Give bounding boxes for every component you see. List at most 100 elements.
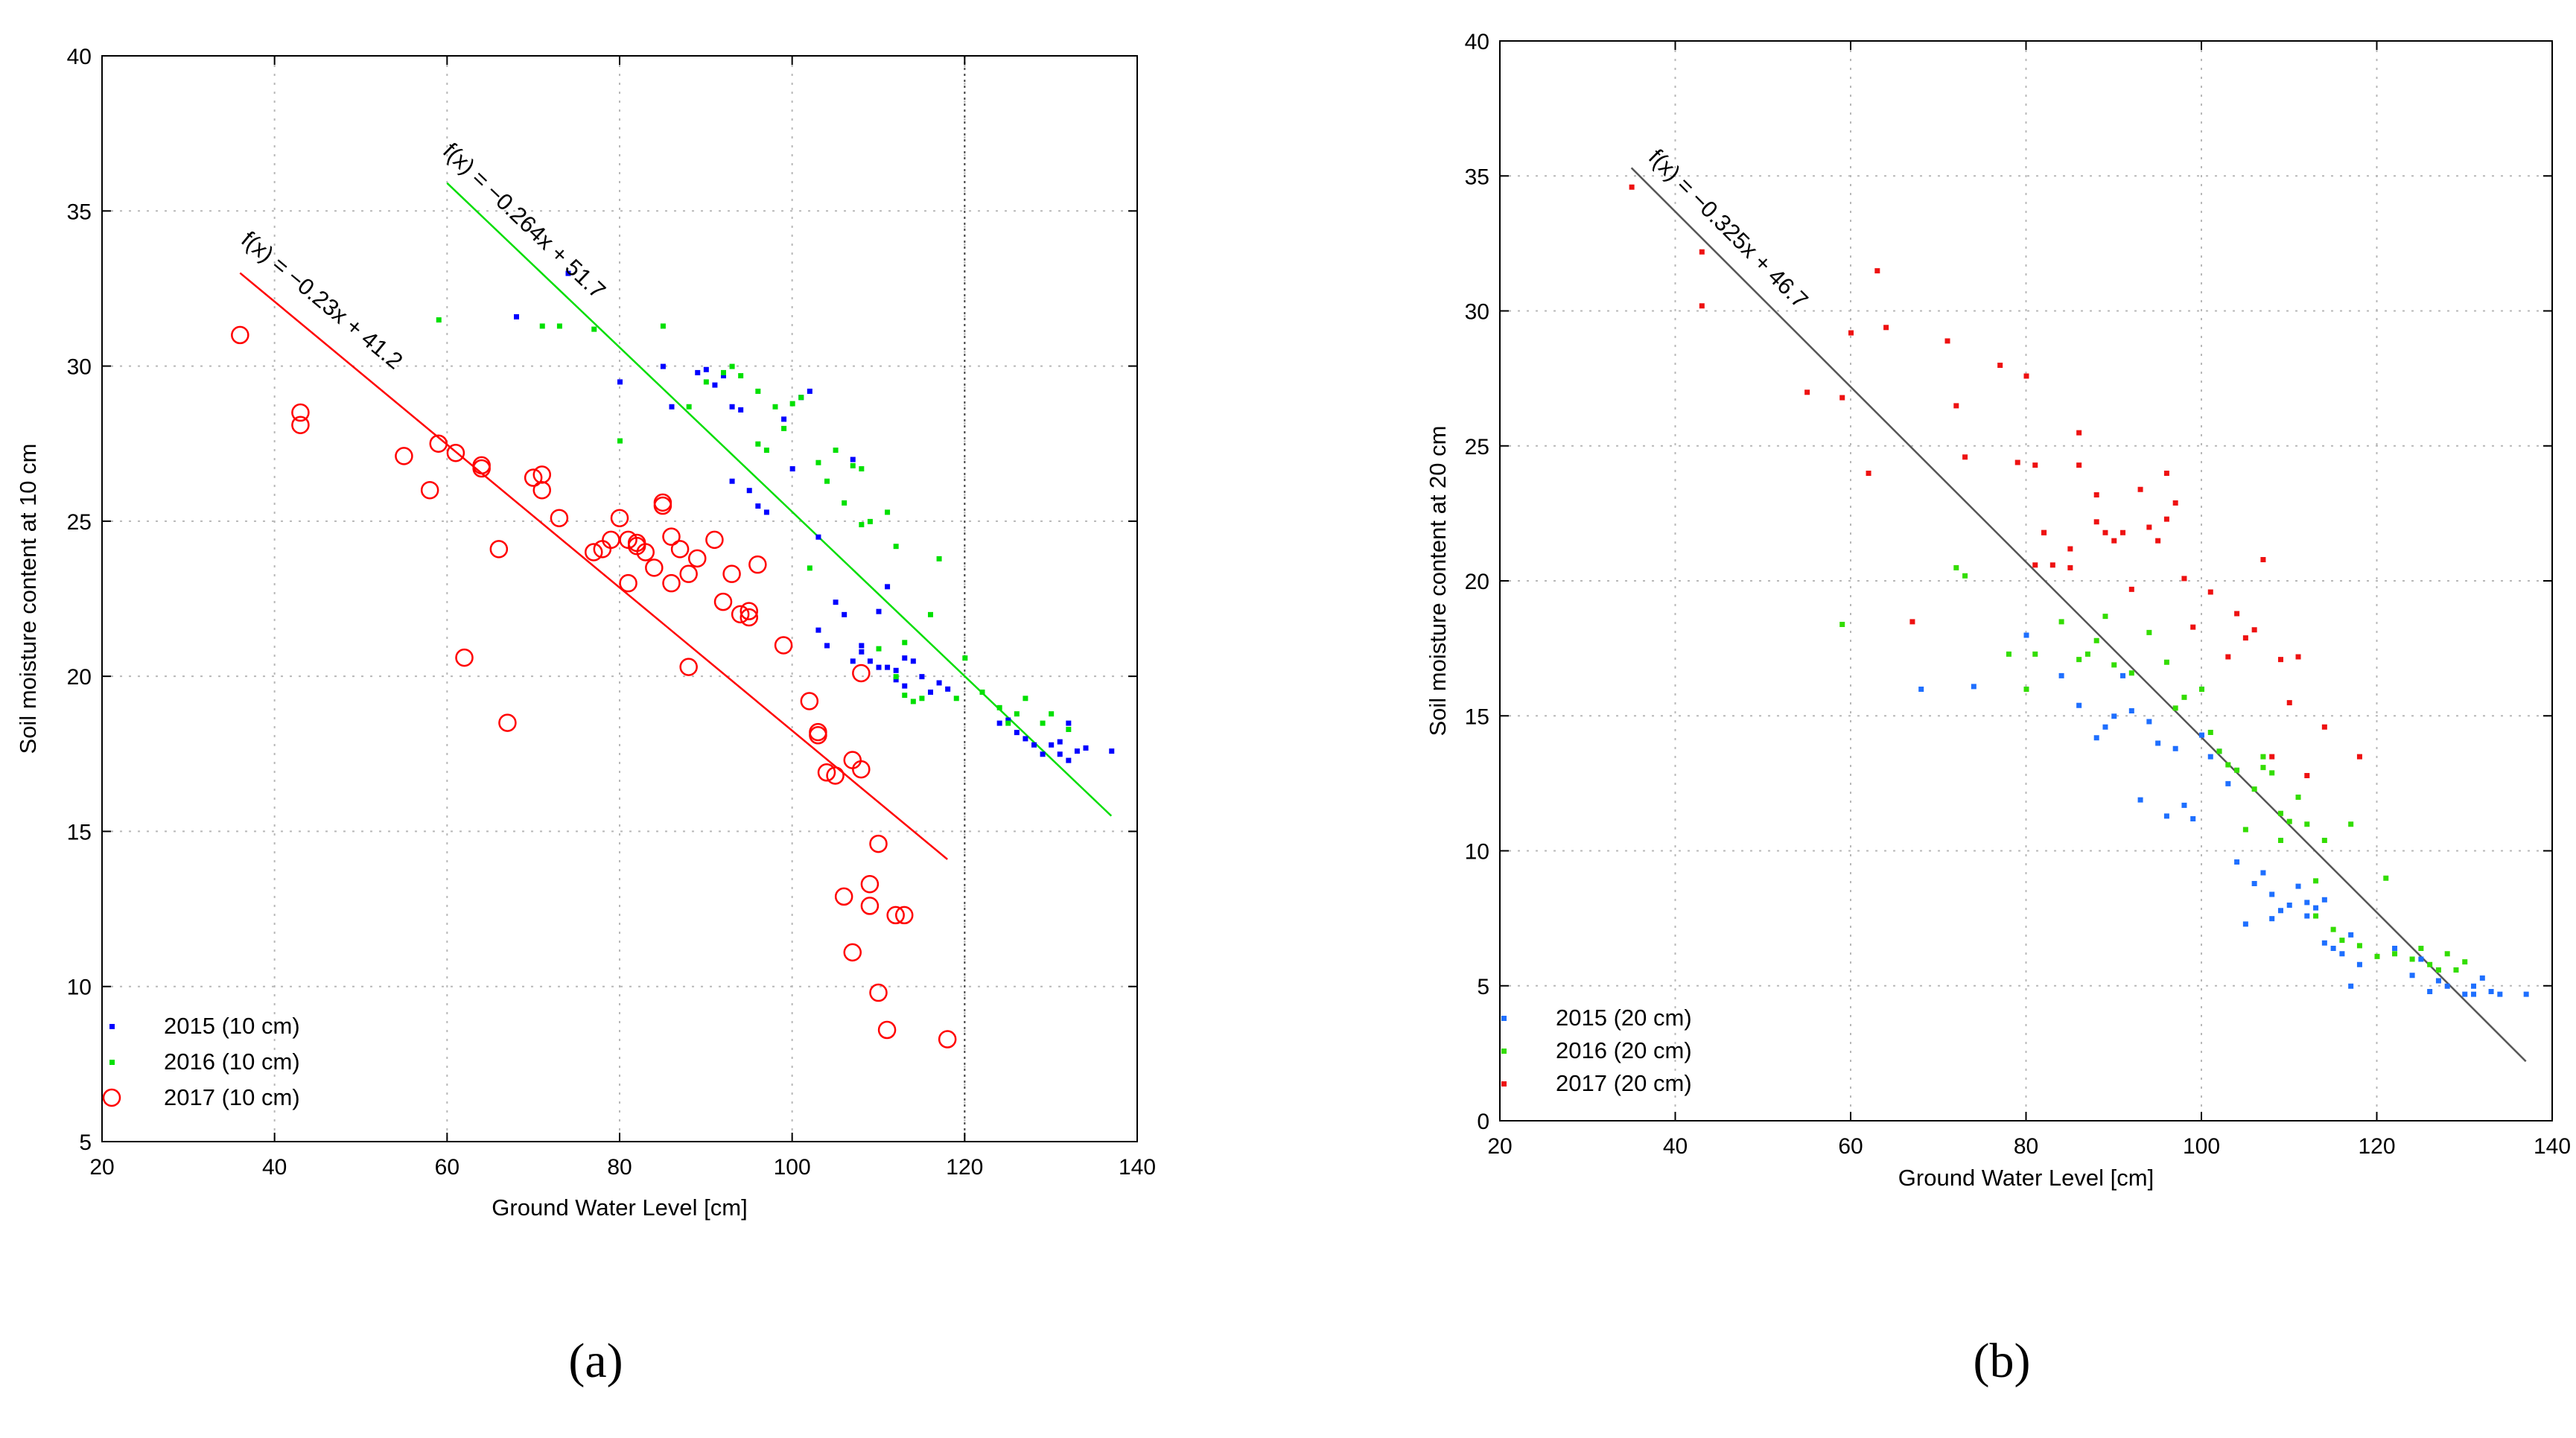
data-point (722, 564, 741, 583)
data-point (2093, 735, 2099, 741)
data-point (869, 983, 888, 1002)
data-point (910, 658, 916, 664)
data-point (902, 693, 908, 699)
data-point (1005, 720, 1011, 726)
data-point (774, 636, 793, 655)
y-tick-label-a: 35 (67, 200, 92, 224)
legend-marker (109, 1024, 115, 1029)
scatter-chart-a: 20 40 60 80 100 120 140 5 10 15 20 25 30 35 40 Ground W… (15, 45, 1156, 1221)
data-point (2321, 940, 2327, 946)
data-point (867, 658, 873, 664)
fit-equation-b-0: f(x) = −0.325x + 46.7 (1644, 144, 1813, 314)
data-point (842, 500, 847, 506)
data-point (2471, 983, 2477, 989)
data-point (2330, 926, 2336, 932)
data-point (524, 468, 543, 487)
data-point (679, 564, 698, 583)
data-point (852, 664, 871, 683)
data-point (2242, 635, 2248, 641)
x-tick-label-b: 60 (1838, 1134, 1863, 1159)
data-point (2076, 702, 2082, 708)
data-point (2444, 951, 2450, 957)
data-point (2286, 903, 2292, 908)
data-point (2041, 529, 2047, 535)
data-point (532, 465, 551, 484)
data-point (807, 565, 812, 571)
data-point (2128, 708, 2134, 713)
data-point (729, 478, 735, 484)
x-tick-label-b: 140 (2534, 1134, 2571, 1159)
data-point (2207, 589, 2213, 595)
data-point (867, 518, 873, 524)
data-point (731, 605, 750, 624)
data-point (2067, 546, 2073, 552)
data-point (885, 584, 891, 590)
data-point (1014, 711, 1020, 717)
y-tick-label-b: 25 (1465, 435, 1489, 459)
data-point (885, 664, 891, 670)
data-point (539, 323, 545, 329)
fit-line-a-1 (239, 272, 948, 860)
data-point (1804, 389, 1810, 395)
data-point (2076, 657, 2082, 663)
data-point (2304, 900, 2310, 906)
y-axis-label-b: Soil moisture content at 20 cm (1425, 426, 1451, 737)
data-point (2277, 810, 2283, 816)
data-point (2427, 961, 2433, 967)
data-point (2242, 921, 2248, 927)
data-point (1848, 330, 1854, 336)
data-point (2356, 754, 2362, 760)
fit-equation-a-0: f(x) = −0.264x + 51.7 (438, 138, 611, 304)
chart-panel-b: 20 40 60 80 100 120 140 0 5 10 15 20 25 30 35 40 Ground … (1288, 0, 2576, 1438)
y-tick-label-b: 35 (1465, 165, 1489, 189)
data-point (928, 611, 933, 617)
data-point (2207, 730, 2213, 735)
data-point (2199, 732, 2204, 738)
data-point (1023, 736, 1028, 742)
data-point (843, 943, 862, 962)
legend-marker (1501, 1016, 1507, 1021)
data-point (2234, 767, 2240, 773)
data-point (740, 608, 758, 627)
data-point (2269, 891, 2275, 897)
series-a-2 (231, 325, 957, 1049)
data-point (1023, 696, 1028, 701)
data-point (2190, 816, 2196, 821)
data-point (850, 462, 856, 468)
data-point (876, 664, 882, 670)
data-point (1014, 730, 1020, 736)
data-point (996, 704, 1002, 710)
chart-panel-a: 20 40 60 80 100 120 140 5 10 15 20 25 30 35 40 Ground W… (15, 45, 1156, 1221)
data-point (789, 466, 795, 472)
data-point (850, 456, 856, 462)
data-point (2102, 529, 2108, 535)
data-point (695, 369, 701, 375)
data-point (910, 699, 916, 704)
data-point (585, 543, 603, 561)
data-point (860, 874, 880, 894)
data-point (2181, 802, 2187, 808)
data-point (1109, 748, 1115, 754)
data-point (291, 416, 310, 434)
y-tick-label-b: 20 (1465, 570, 1489, 594)
y-axis-label-a: Soil moisture content at 10 cm (15, 444, 41, 754)
data-point (859, 649, 865, 655)
data-point (1944, 338, 1950, 344)
data-point (1629, 184, 1635, 190)
data-point (2269, 916, 2275, 922)
data-point (2383, 875, 2389, 881)
data-point (876, 608, 882, 614)
data-point (2102, 724, 2108, 730)
data-point (763, 509, 769, 515)
data-point (1057, 751, 1063, 757)
data-point (2260, 765, 2266, 771)
data-point (748, 555, 767, 574)
data-point (2225, 780, 2231, 786)
data-point (1049, 711, 1055, 717)
data-point (798, 395, 804, 401)
data-point (2304, 773, 2310, 778)
data-point (824, 643, 830, 649)
data-point (2260, 754, 2266, 760)
data-point (843, 751, 862, 769)
data-point (2304, 821, 2310, 827)
